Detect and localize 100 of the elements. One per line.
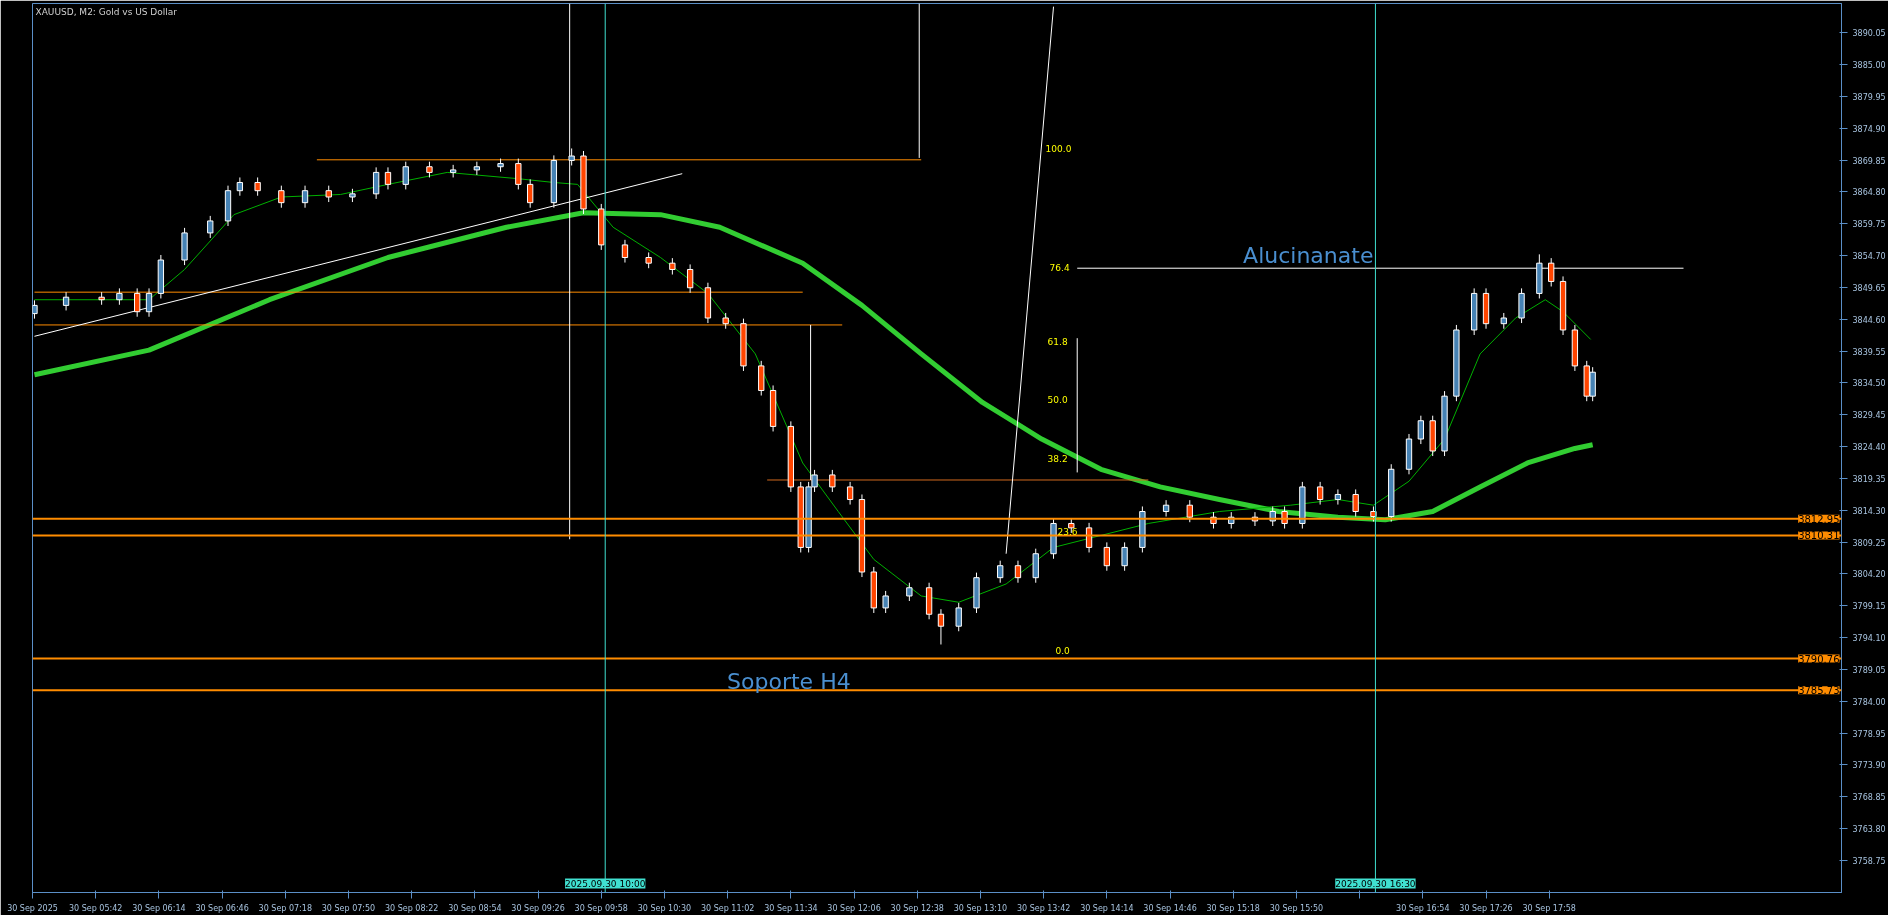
candlestick [937, 608, 945, 645]
candlestick [829, 469, 836, 493]
y-tick-label: 3869.85 [1852, 156, 1886, 166]
y-tick-label: 3864.80 [1852, 188, 1886, 198]
y-tick-label: 3874.90 [1852, 124, 1886, 134]
annotation: 100.0 [1045, 143, 1072, 154]
y-tick-label: 3768.85 [1852, 793, 1886, 803]
candlestick [278, 185, 285, 209]
x-tick-label: 30 Sep 17:26 [1459, 903, 1513, 913]
candlestick [254, 176, 261, 197]
candlestick [1032, 548, 1039, 584]
y-tick-label: 3849.65 [1852, 283, 1886, 293]
annotation: 38.2 [1047, 454, 1068, 465]
y-tick-label: 3859.75 [1852, 220, 1886, 230]
y-tick-label: 3844.60 [1852, 315, 1886, 325]
x-tick-label: 30 Sep 10:30 [637, 903, 692, 913]
annotation: 61.8 [1047, 336, 1068, 347]
x-tick-label: 30 Sep 07:50 [321, 903, 376, 913]
ref-line-label: 3812.95 [1798, 513, 1840, 525]
annotation: 23.6 [1057, 527, 1078, 538]
y-tick-label: 3789.05 [1852, 665, 1886, 675]
candlestick [686, 263, 694, 294]
x-tick-label: 30 Sep 17:58 [1522, 903, 1576, 913]
y-tick-label: 3773.90 [1852, 761, 1886, 771]
y-tick-label: 3839.55 [1852, 347, 1886, 357]
y-tick-label: 3784.00 [1852, 697, 1886, 707]
x-tick-label: 30 Sep 15:50 [1269, 903, 1324, 913]
x-tick-label: 30 Sep 13:10 [953, 903, 1008, 913]
x-tick-label: 30 Sep 09:26 [511, 903, 565, 913]
x-tick-label: 30 Sep 12:38 [890, 903, 944, 913]
y-tick-label: 3804.20 [1852, 570, 1886, 580]
x-tick-label: 30 Sep 08:22 [384, 903, 439, 913]
x-tick-label: 30 Sep 06:46 [195, 903, 249, 913]
x-tick-label: 30 Sep 11:34 [764, 903, 818, 913]
ref-line-label: 2025.09.30 10:00 [565, 878, 646, 889]
x-tick-label: 30 Sep 16:54 [1396, 903, 1450, 913]
candlestick [207, 215, 214, 239]
x-tick-label: 30 Sep 2025 [7, 903, 58, 913]
ref-line-label: 3785.73 [1798, 685, 1840, 697]
x-tick-label: 30 Sep 08:54 [448, 903, 502, 913]
candlestick [1352, 488, 1359, 518]
x-tick-label: 30 Sep 06:14 [132, 903, 186, 913]
candlestick [372, 166, 380, 200]
candlestick [1334, 488, 1342, 506]
candlestick [955, 602, 962, 632]
candlestick [402, 161, 409, 190]
candlestick [846, 481, 854, 506]
y-tick-label: 3809.25 [1852, 538, 1886, 548]
candlestick [527, 178, 534, 209]
candlestick [145, 287, 153, 318]
candlestick [906, 582, 913, 602]
candlestick [236, 176, 244, 197]
y-tick-label: 3854.70 [1852, 252, 1886, 262]
x-tick-label: 30 Sep 13:42 [1016, 903, 1071, 913]
y-tick-label: 3814.30 [1852, 506, 1886, 516]
candlestick [1014, 560, 1022, 584]
candlestick [1103, 541, 1111, 572]
x-tick-label: 30 Sep 09:58 [574, 903, 628, 913]
candlestick [1417, 415, 1425, 445]
candlestick [1162, 499, 1170, 518]
x-tick-label: 30 Sep 12:06 [827, 903, 881, 913]
y-tick-label: 3778.95 [1852, 729, 1886, 739]
y-tick-label: 3799.15 [1852, 602, 1886, 612]
candlestick [301, 185, 309, 209]
ref-line-label: 2025.09.30 16:30 [1335, 878, 1416, 889]
candlestick [32, 299, 38, 320]
ref-line-label: 3810.31 [1798, 530, 1840, 542]
x-tick-label: 30 Sep 11:02 [700, 903, 755, 913]
y-tick-label: 3890.05 [1852, 29, 1886, 39]
x-tick-label: 30 Sep 15:18 [1206, 903, 1260, 913]
y-tick-label: 3758.75 [1852, 856, 1886, 866]
annotation: Alucinanate [1243, 242, 1374, 268]
x-tick-label: 30 Sep 14:46 [1143, 903, 1197, 913]
candlestick [134, 287, 141, 318]
candlestick [1316, 481, 1324, 506]
y-tick-label: 3885.00 [1852, 61, 1886, 71]
y-tick-label: 3763.80 [1852, 825, 1886, 835]
candlestick [1186, 499, 1193, 523]
x-tick-label: 30 Sep 05:42 [69, 903, 123, 913]
candlestick [621, 239, 629, 264]
candlestick [882, 590, 889, 614]
annotation: 0.0 [1055, 646, 1071, 657]
candlestick [997, 560, 1004, 584]
y-tick-label: 3794.10 [1852, 634, 1886, 644]
y-tick-label: 3824.40 [1852, 443, 1886, 453]
annotation: 76.4 [1049, 263, 1070, 274]
candlestick [1121, 541, 1128, 572]
chart-title: XAUUSD, M2: Gold vs US Dollar [35, 6, 178, 17]
annotation: Soporte H4 [727, 669, 851, 695]
candlestick [384, 166, 392, 190]
y-tick-label: 3819.35 [1852, 474, 1886, 484]
x-tick-label: 30 Sep 07:18 [258, 903, 312, 913]
candlestick [515, 158, 522, 190]
y-tick-label: 3879.95 [1852, 92, 1886, 102]
x-tick-label: 30 Sep 14:14 [1080, 903, 1134, 913]
ref-line-label: 3790.76 [1798, 653, 1840, 665]
candlestick [62, 291, 70, 311]
y-tick-label: 3834.50 [1852, 379, 1886, 389]
annotation: 50.0 [1047, 394, 1068, 405]
candlestick [473, 161, 481, 176]
